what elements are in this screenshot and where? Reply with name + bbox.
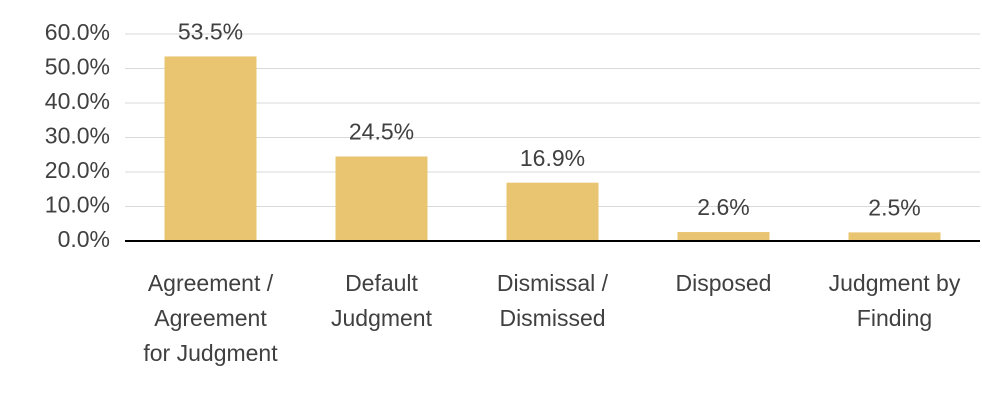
x-tick-label: Judgment by Finding [828, 270, 961, 331]
bar [677, 232, 770, 241]
bar [848, 232, 941, 241]
x-tick-label: Agreement / Agreement for Judgment [143, 270, 278, 366]
data-label: 16.9% [520, 145, 585, 171]
y-tick-label: 0.0% [58, 226, 110, 252]
y-tick-label: 10.0% [45, 192, 110, 218]
bar [506, 182, 599, 241]
y-tick-label: 60.0% [45, 19, 110, 45]
y-tick-label: 50.0% [45, 54, 110, 80]
x-tick-label: Disposed [675, 270, 772, 296]
bar [164, 56, 257, 241]
x-tick-label: Default Judgment [330, 270, 432, 331]
y-tick-label: 20.0% [45, 157, 110, 183]
data-label: 2.5% [868, 194, 920, 220]
y-tick-label: 40.0% [45, 88, 110, 114]
bar [335, 156, 428, 241]
y-tick-label: 30.0% [45, 123, 110, 149]
data-label: 24.5% [349, 119, 414, 145]
x-tick-label: Dismissal / Dismissed [496, 270, 609, 331]
data-label: 2.6% [697, 194, 749, 220]
data-label: 53.5% [178, 19, 243, 45]
